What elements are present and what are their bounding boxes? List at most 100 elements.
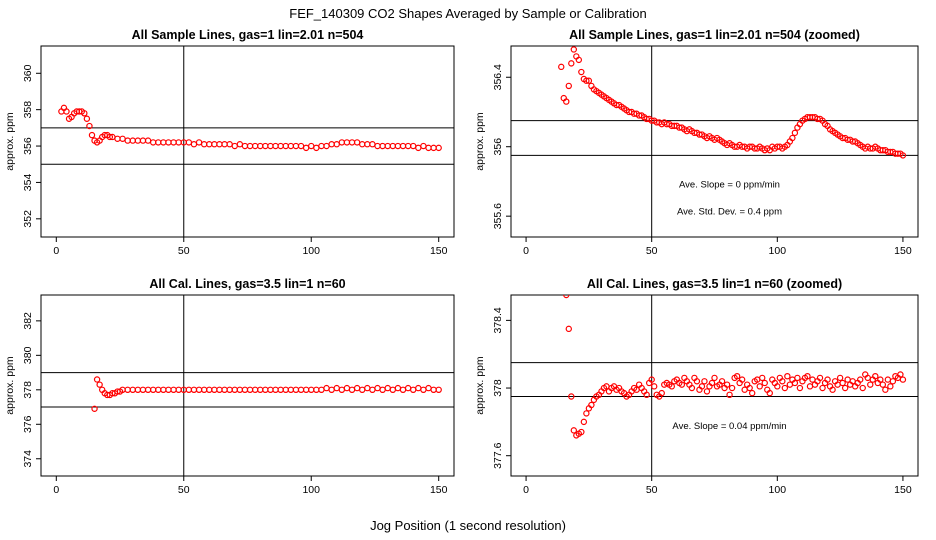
data-point [723,381,731,388]
data-point [262,142,269,150]
y-tick-label: 356.4 [492,64,504,90]
data-point [297,142,305,150]
data-point [379,386,386,394]
chart-panel-4: All Cal. Lines, gas=3.5 lin=1 n=60 (zoom… [474,277,919,496]
y-axis-label: approx. ppm [474,112,486,171]
data-point [246,386,254,394]
data-point [190,141,198,148]
y-tick-label: 374 [22,450,34,468]
data-point [129,386,136,394]
data-point [816,374,824,382]
x-tick-label: 100 [769,245,787,257]
data-point [578,68,585,76]
y-tick-label: 356 [492,138,504,156]
data-point [741,386,748,393]
data-point [781,384,789,392]
x-tick-label: 150 [894,484,912,496]
data-point [404,142,412,150]
data-series [563,295,907,439]
data-point [343,139,351,146]
data-point [369,141,376,148]
data-point [570,427,578,434]
plot-frame [40,294,455,477]
data-point [711,374,718,382]
data-point [425,384,432,392]
data-point [786,381,794,388]
chart-title: All Sample Lines, gas=1 lin=2.01 n=504 (… [569,28,860,42]
y-tick-label: 352 [22,210,34,228]
data-point [809,376,816,383]
data-point [124,137,131,144]
y-axis-label: approx. ppm [4,356,16,415]
data-point [374,384,381,392]
data-point [651,383,658,390]
plot-frame [40,45,455,238]
data-point [175,139,182,146]
data-point [93,376,101,383]
data-point [748,389,756,397]
data-point [318,142,325,150]
data-point [585,77,593,84]
data-point [404,384,412,392]
data-point [313,386,320,394]
data-point [887,383,894,390]
data-point [160,139,167,146]
data-point [399,142,407,150]
data-point [277,386,284,394]
data-point [882,386,889,393]
data-point [267,386,274,394]
data-point [794,374,801,382]
data-point [195,139,203,146]
data-point [96,381,103,388]
data-series [58,104,442,152]
data-point [323,142,330,150]
data-point [756,383,763,390]
data-point [343,384,351,392]
data-point [410,386,417,394]
data-point [410,142,417,150]
data-point [282,386,289,394]
data-point [791,129,799,137]
data-point [733,372,741,380]
data-point [430,144,437,152]
data-point [867,381,874,388]
data-point [251,142,259,150]
data-point [333,384,340,392]
data-point [759,374,766,382]
data-point [648,376,655,383]
data-point [703,388,711,395]
data-point [394,384,402,392]
data-point [796,384,804,392]
data-point [899,376,907,383]
y-tick-label: 380 [22,346,34,364]
data-point [170,386,177,394]
y-tick-label: 378 [22,381,34,399]
data-point [570,46,578,53]
data-point [369,386,376,394]
data-point [338,386,346,394]
data-point [134,137,142,144]
data-point [195,386,203,394]
data-point [200,141,208,148]
data-point [241,386,249,394]
data-point [364,141,371,148]
data-point [583,410,590,417]
data-point [149,139,157,146]
data-point [425,144,432,152]
data-point [872,372,879,380]
data-point [160,386,167,394]
chart-annotation: Ave. Slope = 0.04 ppm/min [672,421,786,432]
data-point [678,381,686,388]
data-point [859,384,866,392]
data-point [384,384,391,392]
data-point [328,141,335,148]
data-point [144,137,152,144]
data-point [190,386,198,394]
data-point [415,144,422,152]
data-point [718,378,726,385]
data-point [83,115,91,122]
data-point [877,376,884,383]
data-point [379,142,386,150]
data-point [221,386,228,394]
data-point [668,383,675,390]
